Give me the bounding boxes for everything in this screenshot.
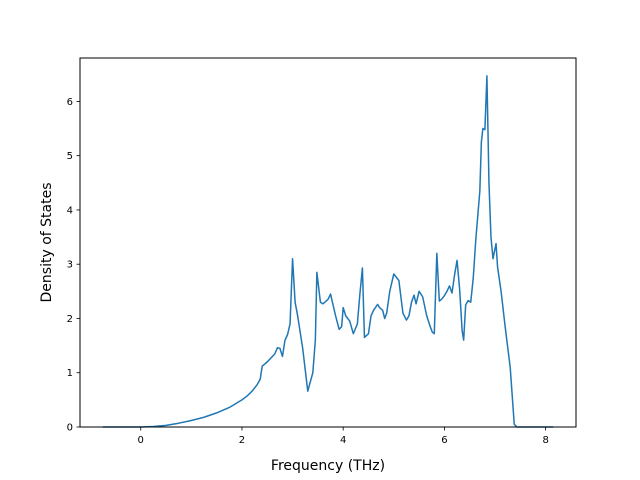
x-tick-label: 0 <box>138 435 144 446</box>
y-tick-label: 5 <box>67 151 73 162</box>
y-tick-label: 4 <box>67 205 73 216</box>
y-tick-label: 1 <box>67 368 73 379</box>
axes-frame <box>79 57 577 428</box>
y-axis-label: Density of States <box>39 183 55 303</box>
y-tick-label: 3 <box>67 260 73 271</box>
y-tick-label: 0 <box>67 423 73 434</box>
y-axis-ticks: 0 1 2 3 4 5 6 <box>67 97 80 434</box>
plot-area <box>102 75 554 428</box>
x-tick-label: 8 <box>542 435 548 446</box>
x-axis-label: Frequency (THz) <box>271 458 385 474</box>
y-tick-label: 2 <box>67 314 73 325</box>
y-tick-label: 6 <box>67 97 73 108</box>
x-tick-label: 4 <box>340 435 346 446</box>
series-line-0 <box>102 75 554 428</box>
x-tick-label: 2 <box>239 435 245 446</box>
x-axis-ticks: 0 2 4 6 8 <box>138 427 549 446</box>
x-tick-label: 6 <box>441 435 447 446</box>
